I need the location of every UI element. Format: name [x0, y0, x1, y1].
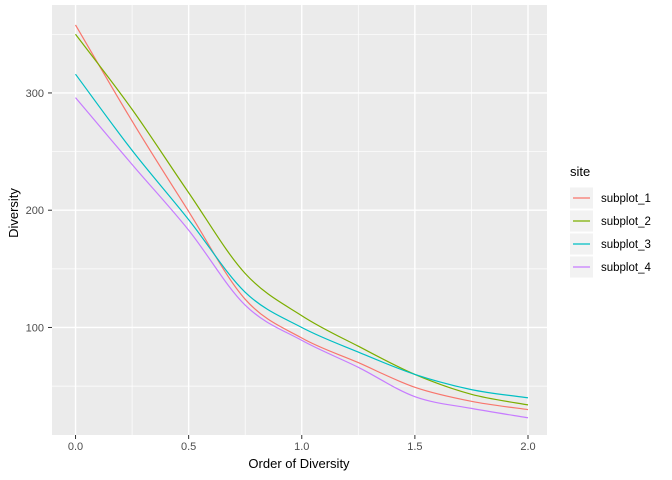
- plot-panel: [52, 5, 547, 435]
- x-tick-label: 0.5: [181, 441, 196, 453]
- series-line-subplot_2: [75, 33, 529, 406]
- y-tick-label: 100: [26, 322, 44, 334]
- x-axis-title: Order of Diversity: [248, 456, 350, 471]
- axis-tick-labels: 0.0 0.5 1.0 1.5 2.0 100 200 300: [26, 88, 536, 453]
- x-tick-label: 2.0: [520, 441, 535, 453]
- y-axis-title: Diversity: [6, 188, 21, 238]
- y-tick-label: 300: [26, 88, 44, 100]
- major-gridlines: [52, 5, 547, 435]
- axis-tick-marks: [48, 92, 529, 439]
- legend-label-subplot_3: subplot_3: [601, 239, 651, 251]
- legend-label-subplot_2: subplot_2: [601, 216, 651, 228]
- series-line-subplot_4: [75, 97, 529, 419]
- legend-label-subplot_4: subplot_4: [601, 262, 651, 274]
- legend-label-subplot_1: subplot_1: [601, 193, 651, 205]
- series-lines: [74, 24, 529, 419]
- legend: site subplot_1subplot_2subplot_3subplot_…: [570, 164, 651, 278]
- x-tick-label: 1.5: [407, 441, 422, 453]
- series-line-subplot_1: [74, 24, 529, 411]
- x-tick-label: 0.0: [68, 441, 83, 453]
- legend-title: site: [570, 164, 590, 179]
- series-line-subplot_3: [75, 73, 529, 399]
- x-tick-label: 1.0: [294, 441, 309, 453]
- y-tick-label: 200: [26, 205, 44, 217]
- minor-gridlines: [52, 5, 547, 435]
- legend-entries: subplot_1 subplot_2 subplot_3 subplot_4: [570, 187, 651, 278]
